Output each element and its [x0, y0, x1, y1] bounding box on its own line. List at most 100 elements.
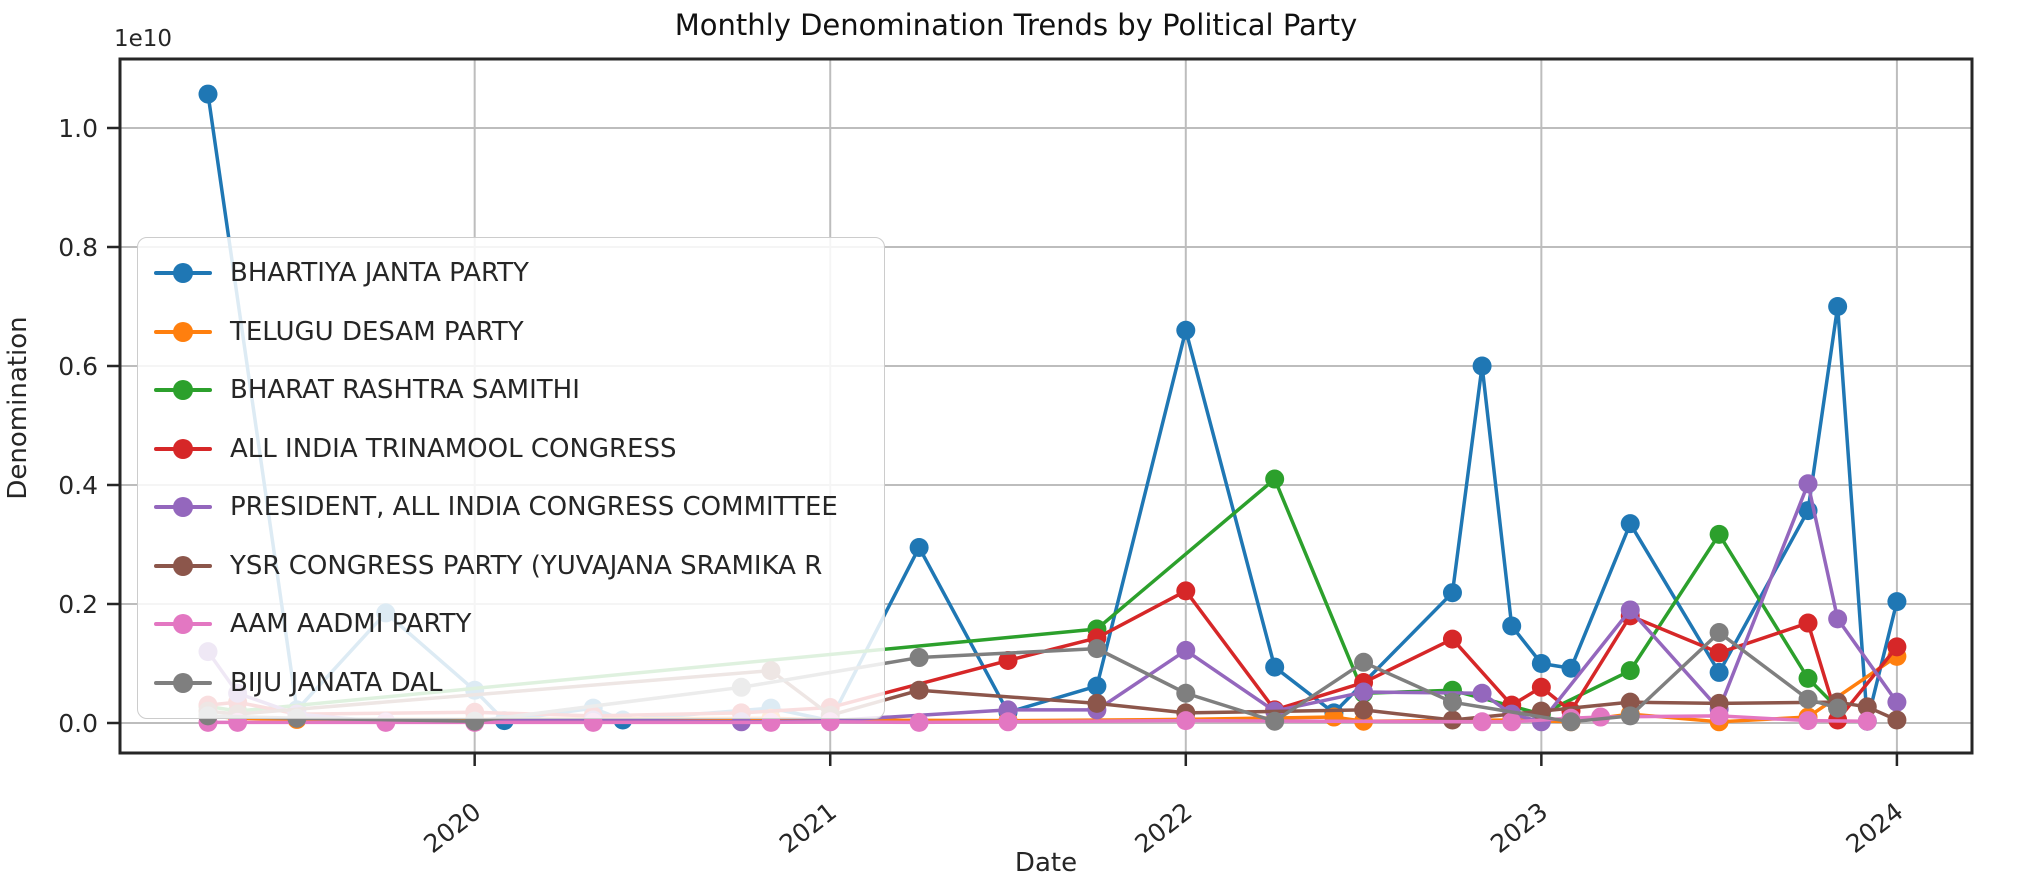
data-point — [1620, 706, 1640, 726]
data-point — [1798, 613, 1818, 633]
data-point — [1887, 692, 1907, 712]
data-point — [1709, 524, 1729, 544]
legend-label: BHARTIYA JANTA PARTY — [230, 258, 529, 289]
data-point — [1620, 514, 1640, 534]
legend-marker-icon — [173, 614, 193, 635]
data-point — [1087, 693, 1107, 713]
plot-spines — [118, 57, 1974, 755]
legend-item: BIJU JANATA DAL — [154, 656, 884, 710]
data-point — [1887, 710, 1907, 730]
legend-swatch-icon — [154, 497, 212, 518]
data-point — [909, 537, 929, 557]
data-point — [1472, 683, 1492, 703]
legend-swatch-icon — [154, 263, 212, 284]
legend-marker-icon — [173, 321, 193, 342]
data-point — [1620, 600, 1640, 620]
legend-swatch-icon — [154, 614, 212, 635]
data-point — [1087, 639, 1107, 659]
legend-swatch-icon — [154, 438, 212, 459]
data-point — [1176, 640, 1196, 660]
legend-item: YSR CONGRESS PARTY (YUVAJANA SRAMIKA R — [154, 539, 884, 593]
data-point — [998, 651, 1018, 671]
data-point — [1442, 583, 1462, 603]
legend-item: BHARTIYA JANTA PARTY — [154, 246, 884, 300]
legend: BHARTIYA JANTA PARTY TELUGU DESAM PARTY BH… — [137, 237, 885, 719]
data-point — [1620, 661, 1640, 681]
data-point — [1798, 474, 1818, 494]
legend-marker-icon — [173, 555, 193, 576]
legend-label: BHARAT RASHTRA SAMITHI — [230, 375, 580, 406]
data-point — [1591, 707, 1611, 727]
legend-item: PRESIDENT, ALL INDIA CONGRESS COMMITTEE — [154, 480, 884, 534]
data-point — [1828, 297, 1848, 316]
data-point — [198, 84, 218, 104]
data-point — [1265, 469, 1285, 489]
data-point — [1709, 623, 1729, 643]
legend-label: PRESIDENT, ALL INDIA CONGRESS COMMITTEE — [230, 492, 838, 523]
legend-label: ALL INDIA TRINAMOOL CONGRESS — [230, 433, 677, 464]
y-tick-label: 0.0 — [58, 709, 98, 738]
data-point — [1798, 711, 1818, 731]
legend-label: TELUGU DESAM PARTY — [230, 316, 524, 347]
data-point — [909, 648, 929, 668]
legend-label: YSR CONGRESS PARTY (YUVAJANA SRAMIKA R — [230, 550, 823, 581]
data-point — [1798, 689, 1818, 709]
legend-marker-icon — [173, 380, 193, 401]
legend-marker-icon — [173, 438, 193, 459]
data-point — [1709, 706, 1729, 726]
data-point — [1176, 581, 1196, 601]
data-point — [1620, 692, 1640, 712]
data-point — [1857, 697, 1877, 717]
legend-label: AAM AADMI PARTY — [230, 609, 472, 640]
data-point — [1709, 662, 1729, 682]
legend-item: AAM AADMI PARTY — [154, 597, 884, 651]
legend-swatch-icon — [154, 672, 212, 693]
data-point — [1176, 683, 1196, 703]
y-tick-label: 0.2 — [58, 590, 98, 619]
data-point — [1531, 677, 1551, 697]
data-point — [909, 712, 929, 732]
data-point — [1176, 320, 1196, 340]
data-point — [1265, 657, 1285, 677]
data-point — [1354, 700, 1374, 720]
chart-title: Monthly Denomination Trends by Political… — [674, 8, 1358, 42]
legend-swatch-icon — [154, 321, 212, 342]
data-point — [1828, 698, 1848, 718]
legend-item: TELUGU DESAM PARTY — [154, 305, 884, 359]
legend-swatch-icon — [154, 380, 212, 401]
data-point — [1442, 629, 1462, 649]
y-axis-label: Denomination — [3, 316, 33, 500]
data-point — [1798, 668, 1818, 688]
legend-item: ALL INDIA TRINAMOOL CONGRESS — [154, 422, 884, 476]
data-point — [909, 680, 929, 700]
x-axis-label: Date — [1014, 848, 1078, 878]
data-point — [1354, 682, 1374, 702]
data-point — [1828, 609, 1848, 629]
data-point — [1887, 592, 1907, 612]
data-point — [1502, 616, 1522, 636]
data-point — [1709, 643, 1729, 663]
y-tick-label: 1.0 — [58, 114, 98, 143]
data-point — [1442, 692, 1462, 712]
legend-marker-icon — [173, 497, 193, 518]
data-point — [1531, 654, 1551, 673]
data-point — [1472, 712, 1492, 732]
legend-marker-icon — [173, 263, 193, 284]
data-point — [1354, 652, 1374, 672]
data-point — [1857, 711, 1877, 731]
data-point — [998, 712, 1018, 732]
y-axis-offset-label: 1e10 — [114, 26, 173, 52]
data-point — [1265, 711, 1285, 731]
data-point — [1087, 676, 1107, 696]
legend-swatch-icon — [154, 555, 212, 576]
legend-label: BIJU JANATA DAL — [230, 667, 443, 698]
legend-marker-icon — [173, 672, 193, 693]
data-point — [1176, 711, 1196, 731]
data-point — [1887, 637, 1907, 657]
y-tick-label: 0.8 — [58, 233, 98, 262]
data-point — [1561, 658, 1581, 678]
data-point — [1502, 712, 1522, 732]
data-point — [1561, 712, 1581, 732]
legend-item: BHARAT RASHTRA SAMITHI — [154, 363, 884, 417]
